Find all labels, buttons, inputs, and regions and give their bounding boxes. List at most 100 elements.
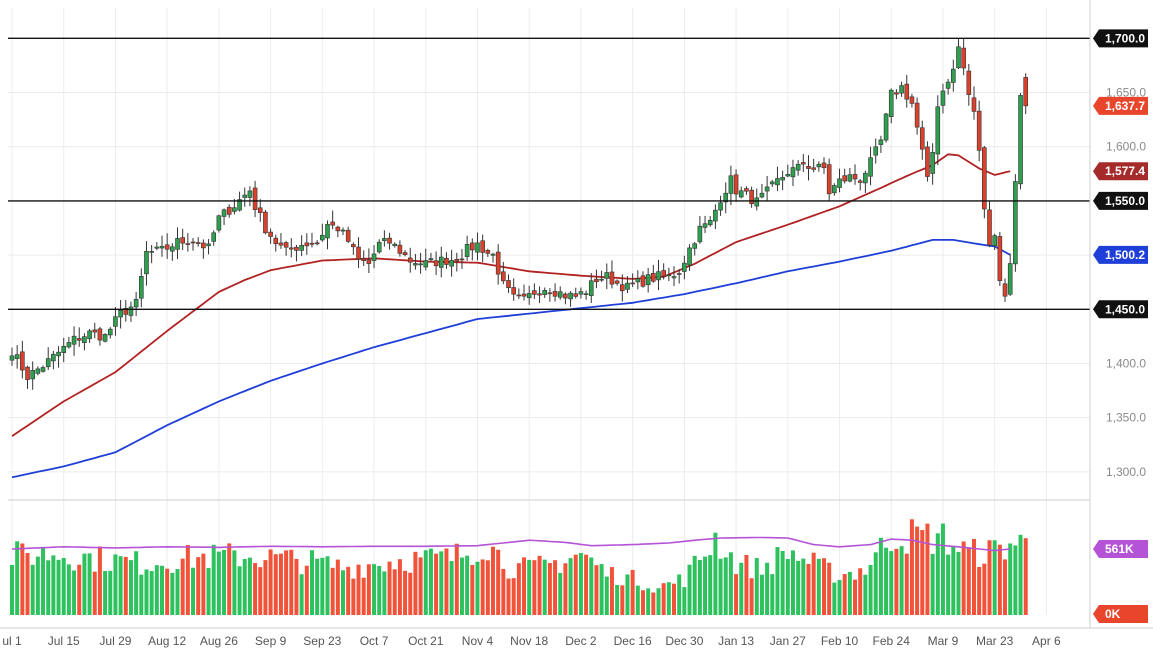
candle-body[interactable] [475,242,480,253]
candle-body[interactable] [402,252,408,255]
volume-bar[interactable] [159,565,164,615]
volume-bar[interactable] [873,552,878,615]
candle-body[interactable] [45,358,51,368]
candle-body[interactable] [288,247,294,250]
volume-bar[interactable] [837,579,842,615]
volume-bar[interactable] [816,558,821,615]
candle-body[interactable] [733,174,739,195]
volume-bar[interactable] [987,540,992,615]
volume-bar[interactable] [299,574,304,615]
candle-body[interactable] [309,242,315,245]
candle-body[interactable] [563,293,568,299]
volume-bar[interactable] [827,562,832,615]
candle-body[interactable] [894,92,899,95]
volume-bar[interactable] [609,567,614,615]
candle-body[interactable] [392,243,398,246]
candle-body[interactable] [940,90,946,106]
candle-body[interactable] [35,368,41,374]
candle-body[interactable] [283,242,289,248]
volume-bar[interactable] [527,559,532,615]
volume-bar[interactable] [718,558,723,615]
candle-body[interactable] [294,246,299,251]
candle-body[interactable] [376,241,382,253]
volume-bar[interactable] [341,570,346,615]
candle-body[interactable] [144,251,149,275]
volume-bar[interactable] [770,574,775,615]
volume-bar[interactable] [780,551,785,615]
volume-bar[interactable] [537,555,542,615]
volume-bar[interactable] [315,558,320,615]
volume-bar[interactable] [206,567,211,615]
candle-body[interactable] [945,81,951,89]
volume-bar[interactable] [739,562,744,615]
candle-body[interactable] [149,251,154,253]
volume-bar[interactable] [506,578,511,615]
volume-bar[interactable] [578,552,583,615]
candle-body[interactable] [992,235,997,246]
candle-body[interactable] [470,242,475,251]
candle-body[interactable] [304,242,310,247]
volume-bar[interactable] [480,559,485,615]
volume-bar[interactable] [542,559,547,615]
volume-bar[interactable] [418,557,423,615]
volume-bar[interactable] [853,579,858,615]
candle-body[interactable] [640,275,646,287]
volume-bar[interactable] [630,569,635,615]
candle-body[interactable] [982,147,987,210]
candle-body[interactable] [102,334,108,342]
candle-body[interactable] [909,96,915,104]
volume-bar[interactable] [977,566,982,615]
candle-body[interactable] [1018,95,1023,185]
volume-bar[interactable] [832,582,837,615]
volume-bar[interactable] [92,571,97,615]
volume-bar[interactable] [930,553,935,615]
candle-body[interactable] [723,192,729,203]
volume-bar[interactable] [1018,534,1023,615]
volume-bar[interactable] [775,547,780,615]
volume-bar[interactable] [330,567,335,615]
candle-body[interactable] [449,260,454,267]
volume-bar[interactable] [692,555,697,615]
volume-bar[interactable] [734,574,739,615]
volume-bar[interactable] [796,560,801,615]
candle-body[interactable] [82,336,87,343]
candle-body[interactable] [666,274,672,277]
volume-bar[interactable] [227,543,232,615]
candle-body[interactable] [113,316,118,327]
volume-bar[interactable] [728,552,733,615]
candle-body[interactable] [340,229,346,232]
candle-body[interactable] [180,237,185,244]
volume-bar[interactable] [765,562,770,615]
candle-body[interactable] [702,223,708,228]
volume-bar[interactable] [759,574,764,615]
volume-bar[interactable] [46,560,51,615]
volume-bar[interactable] [889,551,894,615]
candle-body[interactable] [682,262,687,272]
candle-body[interactable] [407,257,413,263]
volume-bar[interactable] [553,560,558,615]
candle-body[interactable] [371,253,377,261]
volume-bar[interactable] [501,568,506,615]
volume-bar[interactable] [868,564,873,615]
volume-bar[interactable] [884,547,889,615]
volume-bar[interactable] [72,570,77,615]
candle-body[interactable] [826,164,832,195]
candle-body[interactable] [252,187,258,210]
volume-bar[interactable] [475,561,480,615]
candle-body[interactable] [335,226,341,232]
candle-body[interactable] [801,162,806,165]
volume-bar[interactable] [82,553,87,615]
volume-bar[interactable] [635,585,640,615]
volume-bar[interactable] [677,574,682,615]
volume-bar[interactable] [444,548,449,615]
candle-body[interactable] [847,174,853,182]
volume-bar[interactable] [103,570,108,615]
volume-bar[interactable] [434,553,439,615]
candle-body[interactable] [459,258,465,261]
volume-bar[interactable] [77,564,82,615]
candle-body[interactable] [97,328,103,341]
candle-body[interactable] [738,190,744,198]
volume-bar[interactable] [382,571,387,615]
candle-body[interactable] [51,353,56,362]
candle-body[interactable] [775,178,780,186]
